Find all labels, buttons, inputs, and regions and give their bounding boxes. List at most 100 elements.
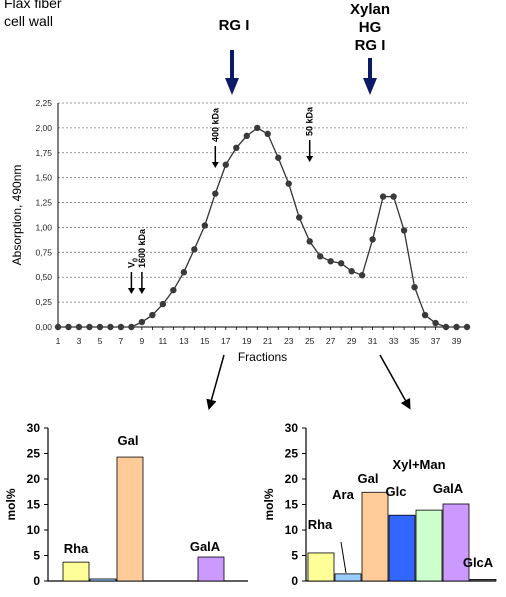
- data-point: [411, 283, 418, 291]
- bar-label: Gal: [358, 471, 379, 486]
- data-point: [149, 311, 156, 319]
- x-tick-label: 3: [77, 336, 82, 346]
- data-point: [86, 323, 93, 331]
- data-point: [275, 154, 282, 161]
- data-point: [306, 238, 313, 245]
- x-tick-label: 13: [179, 336, 189, 346]
- x-tick-label: 29: [347, 336, 357, 346]
- peak-label-right-3: RG I: [355, 37, 386, 54]
- y-tick-label: 1,75: [35, 148, 52, 158]
- bar-label: GlcA: [463, 555, 494, 570]
- data-point: [453, 323, 460, 331]
- x-tick-label: 27: [326, 336, 336, 346]
- data-point: [243, 132, 250, 140]
- peak-arrow-left: [225, 50, 239, 95]
- bar: [361, 491, 389, 582]
- mw-arrow-head: [211, 162, 219, 168]
- data-point: [337, 260, 345, 267]
- x-tick-label: 25: [305, 336, 315, 346]
- data-point: [107, 323, 114, 331]
- data-point: [327, 258, 334, 265]
- data-point: [390, 193, 397, 200]
- mw-arrow-head: [127, 288, 135, 294]
- y-tick-label: 1,25: [35, 198, 52, 208]
- x-tick-label: 15: [200, 336, 210, 346]
- bar: [197, 556, 225, 582]
- bar: [307, 552, 335, 582]
- mw-label: 400 kDa: [210, 107, 220, 142]
- y-tick-label: 20: [27, 472, 41, 486]
- x-tick-label: 35: [410, 336, 420, 346]
- composition-bar-chart-right: 0 5 10 15 20 25 30 mol% Rha Ara Gal Glc Xyl+Man GalA G…: [262, 421, 497, 588]
- y-tick-label: 30: [27, 421, 41, 435]
- bar: [89, 578, 117, 582]
- bar-label: Gal: [118, 433, 139, 448]
- data-point: [159, 300, 167, 308]
- data-point: [138, 318, 146, 326]
- data-point: [348, 268, 355, 275]
- y-tick-label: 0: [33, 574, 40, 588]
- peak-label-right-2: HG: [359, 19, 382, 36]
- data-point: [400, 227, 408, 234]
- x-tick-label: 31: [368, 336, 378, 346]
- bar: [334, 573, 362, 582]
- x-tick-label: 11: [158, 336, 167, 346]
- x-tick-label: 5: [98, 336, 103, 346]
- y-tick-label: 2,00: [35, 123, 52, 133]
- y-tick-label: 10: [27, 523, 41, 537]
- data-point: [170, 286, 177, 294]
- data-point: [285, 180, 292, 187]
- data-point: [212, 190, 219, 197]
- data-point: [369, 236, 376, 243]
- y-tick-label: 5: [291, 549, 298, 563]
- bar: [388, 514, 416, 582]
- y-tick-label: 1,00: [35, 222, 52, 232]
- x-tick-label: 19: [242, 336, 252, 346]
- y-tick-label: 1,50: [35, 173, 52, 183]
- y-tick-label: 2,25: [35, 98, 52, 108]
- y-tick-label: 10: [285, 523, 299, 537]
- x-axis-title: Fractions: [238, 350, 287, 364]
- data-point: [222, 161, 229, 168]
- ara-pointer-line: [340, 541, 347, 574]
- bar-label: Rha: [308, 517, 333, 532]
- bar-label: GalA: [190, 539, 221, 554]
- peak-label-left: RG I: [219, 17, 250, 34]
- data-point: [254, 124, 261, 132]
- corner-label-line-2: cell wall: [4, 13, 53, 29]
- elution-profile-chart: 0,00 0,25 0,50 0,75 1,00 1,25 1,50 1,75 2,00 2,25…: [10, 98, 471, 364]
- data-point: [128, 323, 135, 331]
- x-tick-label: 33: [389, 336, 399, 346]
- bar: [442, 503, 470, 582]
- y-tick-label: 15: [27, 498, 41, 512]
- y-tick-label: 0,50: [35, 272, 52, 282]
- y-tick-label: 0,00: [35, 322, 52, 332]
- y-tick-label: 25: [27, 447, 41, 461]
- connector-arrow-right: [379, 354, 411, 410]
- mw-arrow-head: [306, 156, 314, 162]
- mw-label: 1600 kDa: [137, 228, 147, 268]
- data-point: [96, 323, 104, 331]
- x-tick-label: 39: [452, 336, 462, 346]
- data-point: [463, 323, 471, 331]
- data-point: [358, 272, 366, 279]
- data-point: [442, 323, 450, 331]
- data-point: [379, 193, 387, 200]
- x-tick-label: 21: [263, 336, 273, 346]
- bar-label: Rha: [64, 541, 89, 556]
- x-tick-label: 23: [284, 336, 294, 346]
- y-tick-label: 0,25: [35, 297, 52, 307]
- series-line: [58, 127, 467, 328]
- data-point: [421, 311, 429, 319]
- mw-arrow-head: [138, 288, 146, 294]
- bar: [62, 561, 90, 582]
- y-tick-label: 0: [291, 574, 298, 588]
- x-tick-label: 17: [221, 336, 231, 346]
- y-tick-label: 0,75: [35, 247, 52, 257]
- connector-arrow-left: [206, 354, 225, 411]
- bar: [415, 509, 443, 582]
- bar-label: Xyl+Man: [392, 457, 445, 472]
- y-tick-label: 15: [285, 498, 299, 512]
- peak-arrow-right: [363, 58, 377, 95]
